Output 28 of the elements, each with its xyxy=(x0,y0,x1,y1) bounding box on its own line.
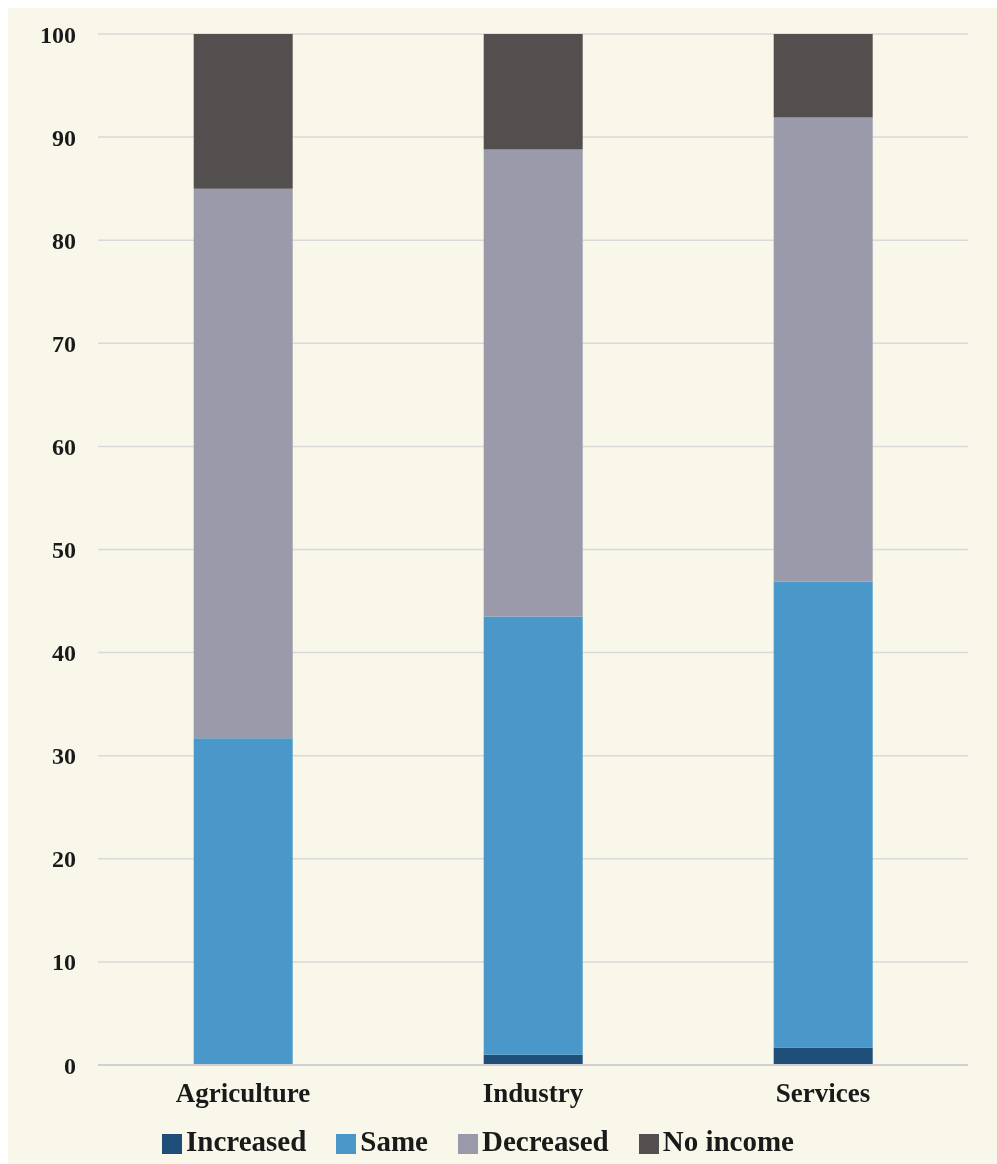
legend-label: Increased xyxy=(186,1125,307,1157)
x-tick-label: Services xyxy=(775,1078,871,1109)
bar xyxy=(773,117,873,582)
y-tick-label: 30 xyxy=(52,743,76,770)
legend-label: Decreased xyxy=(481,1125,609,1157)
y-tick-label: 100 xyxy=(40,21,76,48)
bar xyxy=(483,616,583,1055)
bar xyxy=(193,34,293,189)
bar xyxy=(773,1047,873,1065)
y-tick-label: 20 xyxy=(52,846,76,873)
y-tick-label: 70 xyxy=(52,330,76,357)
y-tick-label: 90 xyxy=(52,124,76,151)
y-tick-label: 0 xyxy=(64,1052,76,1079)
bar xyxy=(773,34,873,118)
x-tick-label: Industry xyxy=(482,1078,584,1109)
bar xyxy=(193,188,293,739)
y-tick-label: 80 xyxy=(52,227,76,254)
bar xyxy=(193,738,293,1064)
bar xyxy=(483,149,583,617)
y-tick-label: 40 xyxy=(52,640,76,667)
y-tick-label: 10 xyxy=(52,949,76,976)
x-tick-label: Agriculture xyxy=(175,1078,311,1109)
legend-label: No income xyxy=(662,1125,794,1157)
bar xyxy=(483,34,583,150)
bar xyxy=(773,581,873,1048)
y-tick-label: 60 xyxy=(52,433,76,460)
legend-label: Same xyxy=(360,1125,428,1157)
y-tick-label: 50 xyxy=(52,537,76,564)
